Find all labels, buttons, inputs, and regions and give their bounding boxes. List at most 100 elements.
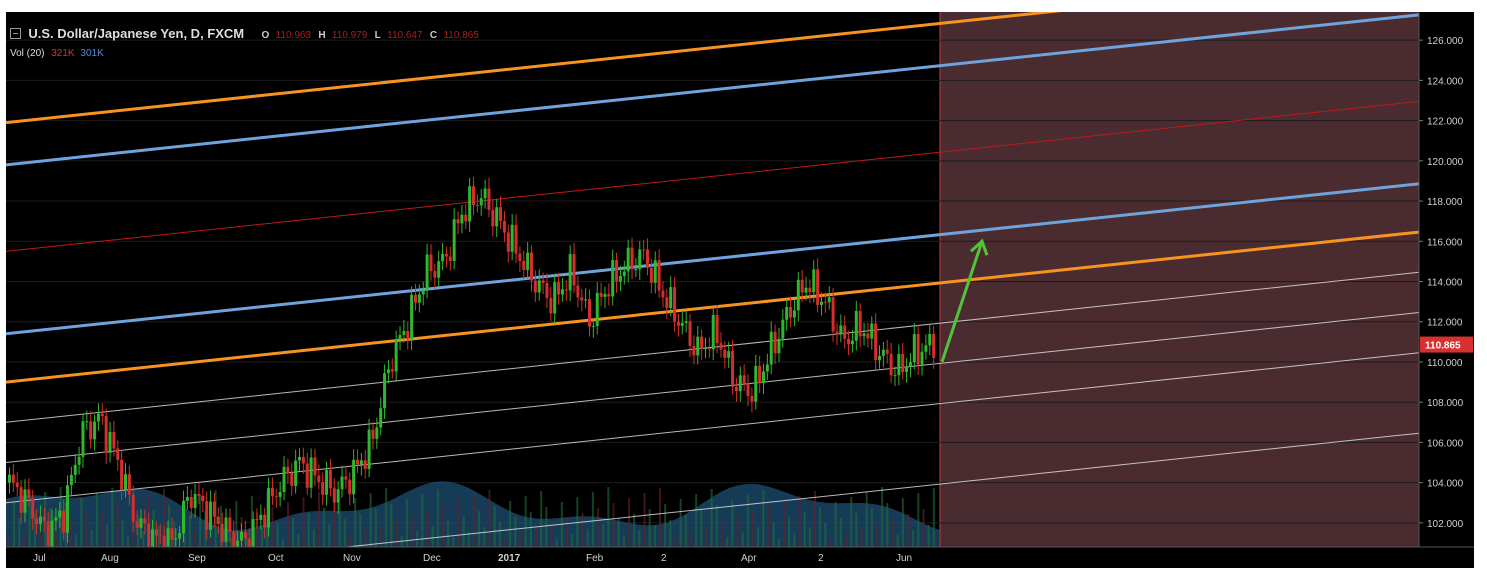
channel-line-white: [6, 312, 1420, 464]
volume-bar: [509, 501, 512, 547]
candle-body: [572, 254, 576, 286]
volume-bar: [891, 519, 894, 547]
volume-bar: [679, 499, 682, 547]
volume-bar: [932, 488, 935, 547]
candle-body: [243, 531, 247, 539]
candle-body: [615, 260, 619, 282]
volume-bar: [912, 530, 915, 547]
candle-body: [533, 280, 537, 293]
collapse-icon[interactable]: [10, 28, 21, 39]
y-tick-label: 110.000: [1427, 358, 1463, 369]
candle-body: [734, 386, 738, 392]
candle-body: [201, 495, 205, 502]
x-tick-label: Nov: [343, 553, 361, 564]
candle-body: [878, 355, 881, 361]
candle-body: [143, 518, 147, 524]
volume-bar: [483, 527, 486, 547]
chart-legend: U.S. Dollar/Japanese Yen, D, FXCM O 110.…: [10, 26, 479, 41]
channel-line-blue: [6, 13, 1420, 167]
volume-bar: [535, 528, 537, 547]
candle-body: [154, 529, 158, 536]
volume-bar: [447, 521, 450, 547]
candle-body: [688, 321, 692, 346]
volume-bar: [498, 522, 501, 547]
volume-bar: [54, 524, 57, 547]
volume-bar: [276, 523, 279, 547]
volume-bar: [137, 515, 140, 547]
volume-bar: [457, 500, 460, 547]
candle-body: [414, 294, 417, 303]
candle-body: [464, 214, 468, 222]
candle-body: [54, 517, 58, 521]
volume-bar: [865, 492, 868, 547]
volume-bar: [746, 495, 749, 547]
volume-bar: [540, 491, 543, 547]
low-label: L: [374, 30, 381, 41]
candle-body: [618, 276, 622, 282]
candle-body: [758, 365, 762, 384]
candle-body: [905, 366, 909, 373]
candle-body: [383, 373, 387, 409]
price-chart[interactable]: 102.000 104.000 106.000 108.000 110.000 112.0…: [6, 12, 1474, 568]
candle-body: [216, 516, 220, 524]
volume-bar: [907, 514, 909, 547]
candle-body: [657, 260, 661, 291]
volume-bar: [194, 532, 196, 547]
volume-bar: [8, 539, 10, 547]
volume-bar: [488, 490, 491, 547]
candle-body: [823, 301, 827, 303]
chart-frame[interactable]: 102.000 104.000 106.000 108.000 110.000 112.0…: [6, 12, 1474, 568]
candle-body: [762, 371, 765, 384]
candle-body: [769, 331, 773, 365]
volume-bar: [292, 518, 295, 547]
x-tick-label: Aug: [101, 553, 119, 564]
candle-body: [398, 335, 402, 340]
candle-body: [847, 338, 851, 345]
candle-body: [638, 249, 642, 270]
candle-body: [510, 224, 514, 252]
volume-bar: [612, 503, 615, 547]
volume-bar: [199, 495, 202, 547]
candle-body: [325, 469, 329, 495]
y-tick-label: 102.000: [1427, 519, 1464, 530]
volume-bar: [721, 521, 723, 547]
candle-body: [23, 489, 27, 513]
volume-bar: [571, 534, 574, 547]
volume-bar: [163, 489, 165, 547]
candle-body: [38, 516, 42, 525]
candle-body: [96, 413, 100, 422]
candle-body: [541, 280, 545, 284]
candle-body: [526, 252, 530, 271]
candle-body: [564, 289, 568, 291]
volume-bar: [364, 530, 367, 547]
candle-body: [85, 421, 89, 423]
candle-body: [920, 351, 924, 365]
candle-body: [100, 413, 104, 417]
candle-body: [81, 421, 85, 457]
volume-bar: [653, 525, 656, 547]
candle-body: [576, 285, 580, 298]
volume-bar: [493, 506, 496, 547]
volume-bar: [302, 497, 305, 547]
candle-body: [425, 254, 429, 290]
channel-line-blue: [6, 182, 1420, 336]
candle-body: [73, 464, 77, 475]
candle-body: [908, 362, 912, 367]
x-tick-label: Dec: [423, 553, 441, 564]
candle-body: [120, 459, 124, 490]
volume-bar: [374, 509, 377, 547]
volume-bar: [142, 531, 145, 547]
volume-bar: [669, 520, 672, 547]
candle-body: [174, 538, 178, 540]
candle-body: [495, 207, 499, 227]
candle-body: [916, 334, 920, 365]
candle-body: [42, 516, 46, 522]
volume-bar: [803, 512, 806, 547]
volume-bar: [80, 498, 83, 547]
candle-body: [599, 292, 603, 297]
candle-body: [885, 349, 889, 354]
volume-bar: [917, 493, 920, 547]
candle-body: [924, 345, 928, 352]
candle-body: [827, 297, 831, 303]
volume-bar: [519, 533, 522, 547]
